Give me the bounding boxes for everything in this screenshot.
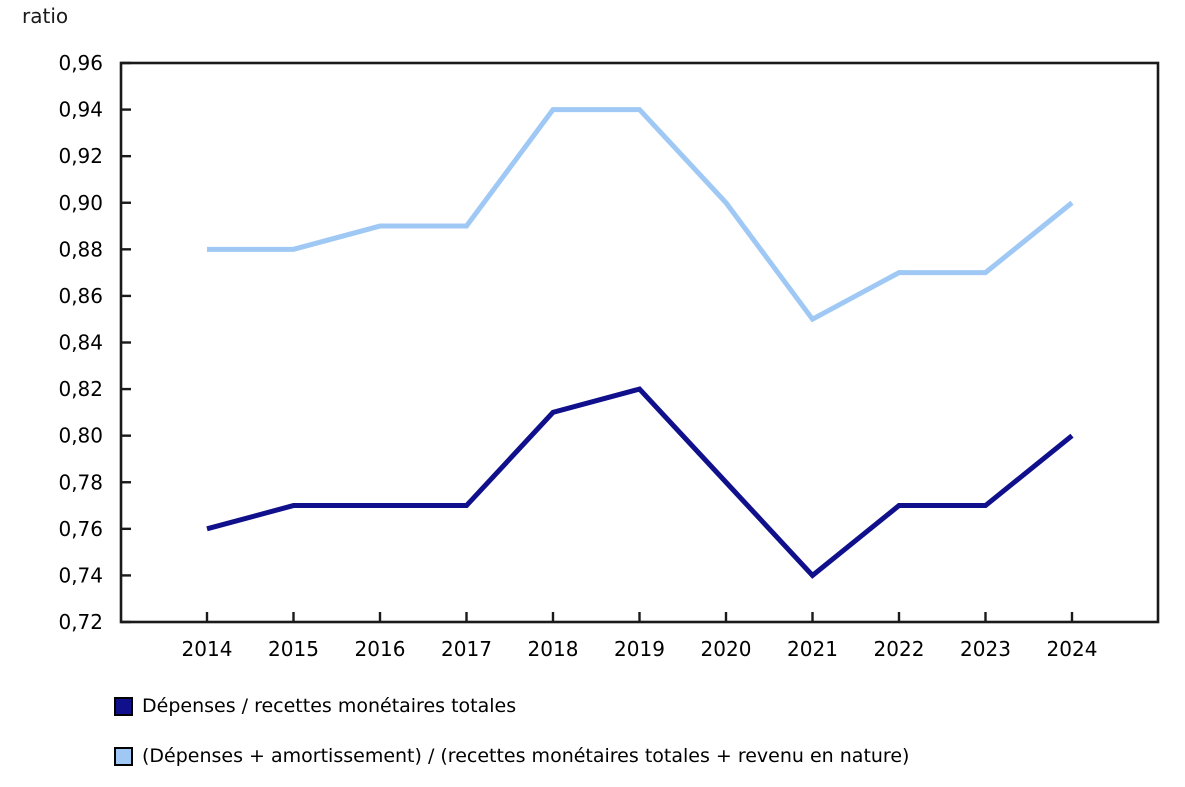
y-axis-title: ratio [22, 4, 69, 28]
x-tick-label: 2024 [1047, 637, 1098, 661]
series-line-0 [206, 386, 1074, 579]
legend: Dépenses / recettes monétaires totales (… [114, 694, 1164, 787]
legend-item-depenses-amortissement: (Dépenses + amortissement) / (recettes m… [114, 744, 1164, 768]
y-tick-label: 0,86 [58, 284, 103, 308]
x-tick-label: 2019 [614, 637, 665, 661]
legend-label-depenses-recettes: Dépenses / recettes monétaires totales [142, 695, 517, 717]
x-tick-label: 2022 [874, 637, 925, 661]
series-line-1 [207, 107, 1074, 323]
y-tick-label: 0,84 [58, 331, 103, 355]
legend-item-depenses-recettes: Dépenses / recettes monétaires totales [114, 694, 1164, 718]
y-tick-label: 0,92 [58, 144, 103, 168]
x-tick-label: 2018 [528, 637, 579, 661]
y-tick-label: 0,96 [58, 51, 103, 75]
y-tick-label: 0,80 [58, 424, 103, 448]
y-tick-label: 0,90 [58, 191, 103, 215]
legend-swatch-light-blue [114, 746, 133, 766]
y-tick-label: 0,74 [58, 563, 103, 587]
y-tick-label: 0,76 [58, 517, 103, 541]
y-tick-label: 0,78 [58, 470, 103, 494]
x-tick-label: 2014 [182, 637, 233, 661]
x-tick-label: 2023 [960, 637, 1011, 661]
y-tick-label: 0,88 [58, 237, 103, 261]
x-tick-label: 2020 [701, 637, 752, 661]
y-tick-label: 0,72 [58, 610, 103, 634]
x-tick-label: 2021 [787, 637, 838, 661]
x-tick-label: 2015 [268, 637, 319, 661]
legend-label-depenses-amortissement: (Dépenses + amortissement) / (recettes m… [142, 745, 910, 767]
line-chart: 0,72 0,74 0,76 0,78 0,80 0,82 0,84 0,86 0,88 0,90… [58, 51, 1160, 661]
x-tick-label: 2017 [441, 637, 492, 661]
x-tick-label: 2016 [355, 637, 406, 661]
y-tick-label: 0,82 [58, 377, 103, 401]
legend-swatch-dark-blue [114, 696, 133, 716]
y-tick-label: 0,94 [58, 98, 103, 122]
plot-border [119, 61, 1160, 624]
